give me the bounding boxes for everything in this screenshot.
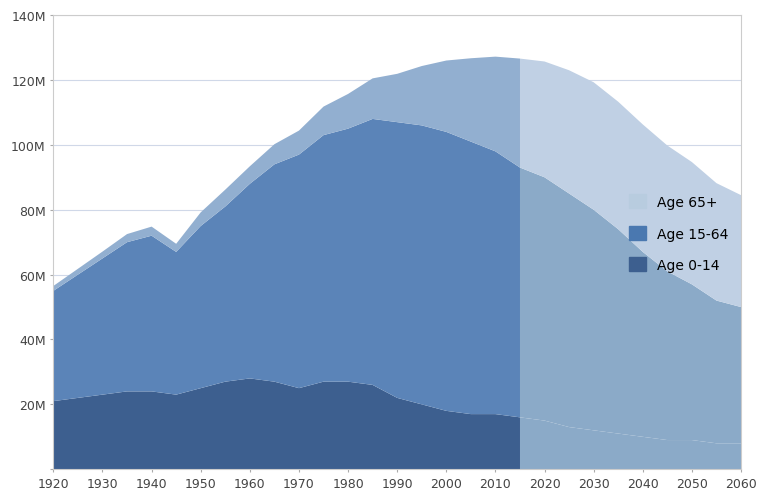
Legend: Age 65+, Age 15-64, Age 0-14: Age 65+, Age 15-64, Age 0-14 xyxy=(624,189,734,278)
